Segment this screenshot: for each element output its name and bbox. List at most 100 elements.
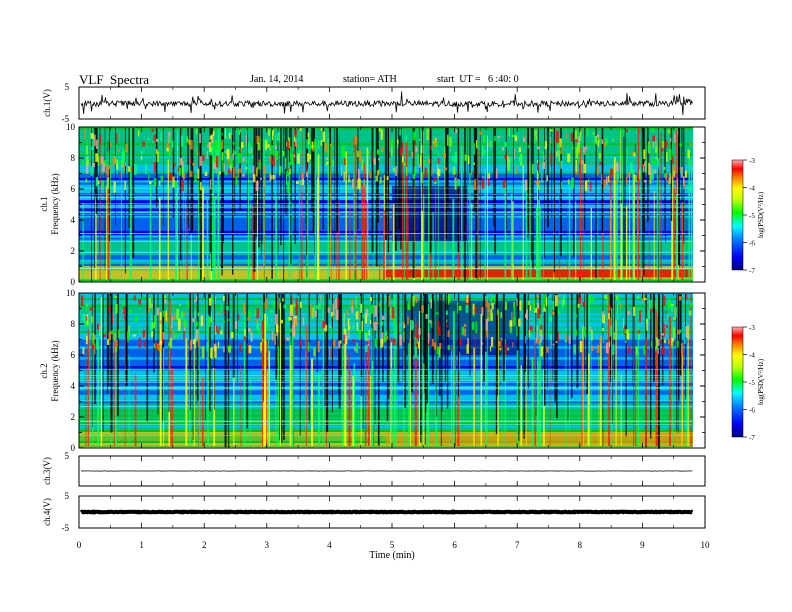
- noise-speck: [461, 326, 465, 335]
- noise-speck: [214, 325, 217, 335]
- noise-speck: [163, 295, 166, 299]
- noise-speck: [101, 180, 105, 188]
- sferic-streak: [206, 196, 209, 280]
- sferic-streak: [582, 325, 584, 446]
- sferic-streak: [189, 294, 192, 411]
- noise-speck: [239, 343, 242, 352]
- noise-speck: [181, 180, 184, 192]
- noise-speck: [666, 152, 668, 163]
- noise-speck: [473, 306, 477, 314]
- noise-speck: [463, 328, 467, 337]
- noise-speck: [445, 310, 448, 316]
- noise-speck: [247, 180, 250, 183]
- x-tick-label: 1: [139, 540, 144, 550]
- noise-speck: [437, 168, 441, 177]
- sferic-streak: [221, 128, 224, 269]
- spectrogram-band: [79, 377, 693, 380]
- noise-speck: [632, 152, 636, 157]
- noise-speck: [156, 151, 160, 163]
- noise-speck: [267, 143, 270, 148]
- noise-speck: [534, 130, 537, 141]
- sferic-streak: [432, 212, 434, 280]
- noise-speck: [451, 345, 453, 351]
- noise-speck: [486, 330, 489, 338]
- sferic-streak: [590, 207, 592, 280]
- noise-speck: [481, 307, 484, 316]
- noise-speck: [507, 156, 509, 163]
- noise-speck: [370, 320, 372, 325]
- noise-speck: [85, 162, 89, 174]
- noise-speck: [557, 295, 559, 303]
- noise-speck: [239, 128, 241, 132]
- spectrogram-band: [79, 326, 693, 329]
- noise-speck: [426, 128, 429, 141]
- sferic-streak: [633, 174, 635, 280]
- noise-speck: [458, 305, 462, 311]
- sferic-streak: [668, 316, 671, 446]
- noise-speck: [488, 309, 490, 322]
- spectrogram-band: [79, 392, 693, 395]
- sferic-streak: [464, 128, 466, 282]
- noise-speck: [616, 173, 620, 180]
- noise-speck: [628, 171, 631, 178]
- sferic-streak: [554, 294, 557, 402]
- noise-speck: [416, 338, 419, 344]
- spectrogram-band: [79, 385, 693, 389]
- noise-speck: [386, 176, 389, 181]
- noise-speck: [399, 128, 401, 136]
- sferic-streak: [637, 324, 639, 446]
- sferic-streak: [189, 370, 191, 446]
- sferic-streak: [504, 338, 506, 446]
- noise-speck: [317, 340, 320, 353]
- sferic-streak: [633, 306, 635, 446]
- noise-speck: [557, 308, 560, 315]
- noise-speck: [490, 345, 492, 352]
- noise-speck: [464, 324, 467, 327]
- spectrogram-band: [79, 407, 693, 411]
- noise-speck: [653, 160, 657, 165]
- noise-speck: [274, 333, 277, 346]
- noise-speck: [634, 175, 637, 182]
- spectrogram-band: [79, 421, 693, 424]
- noise-speck: [232, 142, 235, 145]
- sferic-streak: [185, 199, 186, 280]
- sferic-streak: [486, 294, 488, 446]
- noise-speck: [670, 340, 673, 347]
- sferic-streak: [279, 302, 281, 446]
- noise-speck: [688, 310, 692, 316]
- sferic-streak: [454, 354, 457, 446]
- sferic-streak: [685, 365, 687, 446]
- sferic-streak: [205, 294, 206, 421]
- noise-speck: [622, 128, 625, 137]
- noise-speck: [114, 295, 118, 298]
- sferic-streak: [644, 337, 647, 446]
- sferic-streak: [322, 128, 324, 230]
- sferic-streak: [192, 294, 194, 441]
- sferic-streak: [524, 294, 527, 372]
- noise-speck: [499, 347, 502, 351]
- noise-speck: [133, 295, 136, 301]
- noise-speck: [89, 307, 93, 311]
- noise-speck: [628, 346, 631, 354]
- sferic-streak: [318, 373, 321, 446]
- sferic-streak: [371, 328, 373, 446]
- sferic-streak: [326, 294, 329, 433]
- noise-speck: [542, 161, 546, 170]
- sferic-streak: [609, 294, 612, 383]
- spectrogram-band: [79, 311, 693, 314]
- noise-speck: [230, 164, 232, 171]
- noise-speck: [481, 145, 484, 157]
- noise-speck: [256, 135, 260, 144]
- spectrogram-band: [79, 341, 693, 345]
- noise-speck: [338, 340, 341, 349]
- noise-speck: [144, 341, 146, 348]
- x-tick-label: 4: [327, 540, 332, 550]
- sferic-streak: [149, 182, 152, 280]
- sferic-streak: [95, 128, 98, 214]
- sferic-streak: [559, 195, 561, 280]
- noise-speck: [108, 164, 111, 170]
- noise-speck: [654, 169, 657, 174]
- sferic-streak: [423, 363, 425, 446]
- noise-speck: [512, 342, 514, 348]
- spectrogram-band: [79, 357, 693, 360]
